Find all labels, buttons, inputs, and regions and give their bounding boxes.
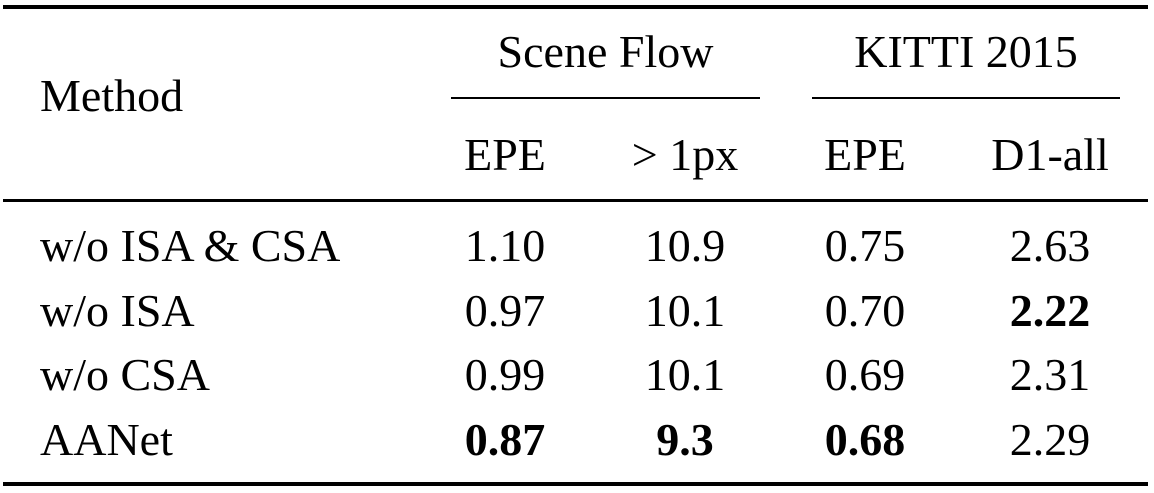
row-value: 2.63	[1009, 220, 1091, 271]
row-value: 0.75	[824, 220, 906, 271]
row-value: 10.9	[644, 220, 726, 271]
subheader-kitti-d1-all: D1-all	[991, 129, 1109, 180]
row-value: 0.70	[824, 285, 906, 336]
kitti-group-rule	[812, 97, 1120, 99]
subheader-kitti-epe: EPE	[824, 129, 906, 180]
header-rule	[3, 199, 1148, 202]
row-value: 10.1	[644, 285, 726, 336]
row-value-best: 0.68	[824, 414, 906, 465]
row-method: AANet	[40, 414, 173, 465]
bottom-rule	[3, 482, 1148, 486]
row-method: w/o CSA	[40, 349, 210, 400]
row-method: w/o ISA	[40, 285, 195, 336]
row-value-best: 9.3	[656, 414, 714, 465]
row-value: 2.29	[1009, 414, 1091, 465]
subheader-scene-flow-1px: > 1px	[631, 129, 739, 180]
row-value: 2.31	[1009, 349, 1091, 400]
row-value-best: 0.87	[464, 414, 546, 465]
row-method: w/o ISA & CSA	[40, 220, 341, 271]
group-header-kitti-2015: KITTI 2015	[854, 26, 1078, 77]
row-value-best: 2.22	[1009, 285, 1091, 336]
row-value: 1.10	[464, 220, 546, 271]
scene-flow-group-rule	[451, 97, 760, 99]
row-value: 0.69	[824, 349, 906, 400]
group-header-scene-flow: Scene Flow	[497, 26, 714, 77]
row-value: 0.99	[464, 349, 546, 400]
subheader-scene-flow-epe: EPE	[464, 129, 546, 180]
top-rule	[3, 5, 1148, 9]
row-value: 10.1	[644, 349, 726, 400]
row-value: 0.97	[464, 285, 546, 336]
method-header: Method	[40, 70, 184, 121]
